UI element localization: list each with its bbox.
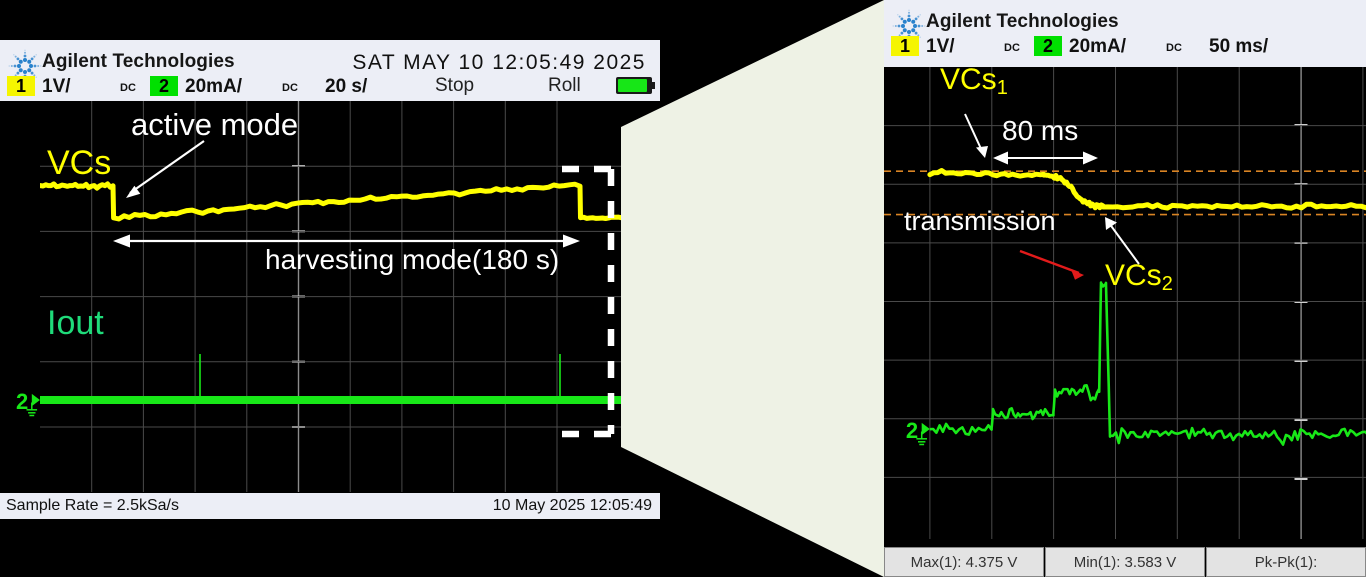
svg-text:transmission: transmission <box>904 206 1056 236</box>
svg-text:2: 2 <box>906 418 918 443</box>
svg-text:80 ms: 80 ms <box>1002 115 1078 146</box>
svg-text:VCs2: VCs2 <box>1105 259 1173 295</box>
svg-text:2: 2 <box>16 389 28 414</box>
svg-text:VCs: VCs <box>47 144 111 182</box>
svg-text:active mode: active mode <box>131 107 298 142</box>
svg-text:VCs1: VCs1 <box>940 67 1008 99</box>
svg-text:harvesting mode(180 s): harvesting mode(180 s) <box>265 244 559 275</box>
svg-text:Iout: Iout <box>47 304 104 342</box>
